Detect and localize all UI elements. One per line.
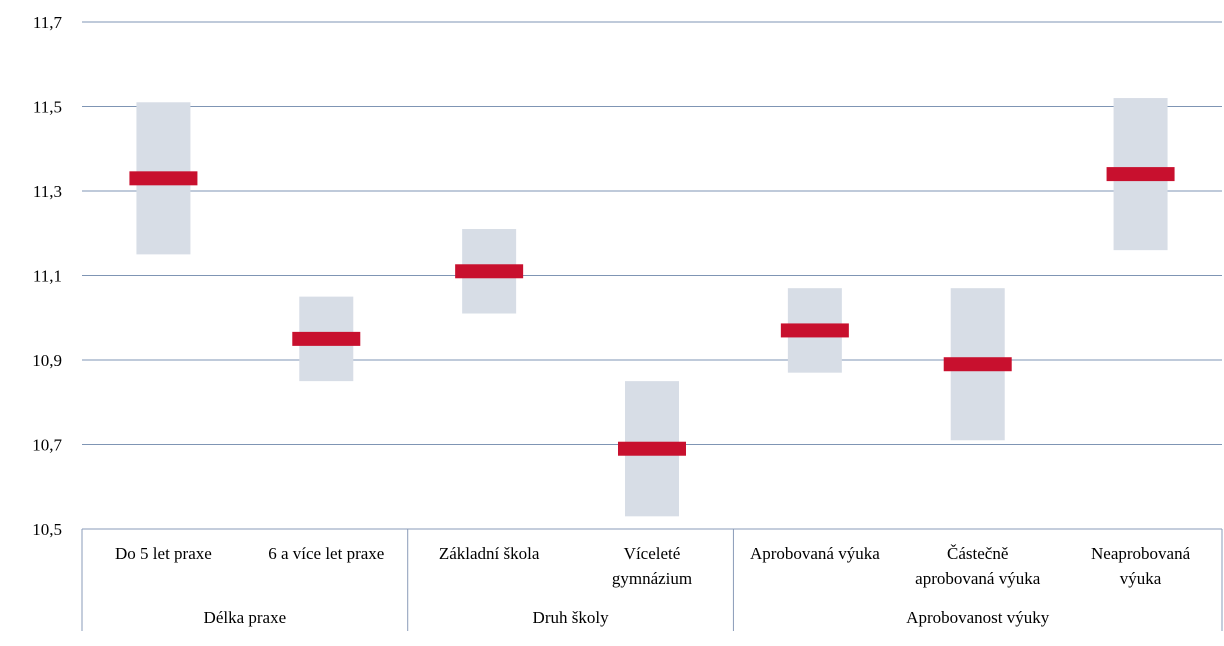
category-label: 6 a více let praxe: [268, 544, 384, 563]
mean-marker: [292, 331, 361, 346]
category-axis: Délka praxe Druh školy Aprobovanost výuky D…: [81, 528, 1223, 631]
y-tick-label: 11,1: [33, 267, 62, 286]
category-label: Základní škola: [439, 544, 540, 563]
y-axis-ticks: 10,5 10,7 10,9 11,1 11,3 11,5 11,7: [32, 13, 62, 539]
mean-marker: [1106, 167, 1175, 182]
category-label: výuka: [1120, 569, 1162, 588]
group-label: Aprobovanost výuky: [906, 608, 1050, 627]
group-label: Délka praxe: [204, 608, 287, 627]
mean-marker: [129, 171, 198, 186]
mean-markers: [129, 167, 1175, 456]
gridlines: [82, 21, 1222, 445]
mean-marker: [618, 441, 686, 456]
category-label: Víceleté: [624, 544, 681, 563]
y-tick-label: 10,5: [32, 520, 62, 539]
category-label: Neaprobovaná: [1091, 544, 1191, 563]
mean-marker: [943, 357, 1012, 372]
category-label: aprobovaná výuka: [915, 569, 1041, 588]
y-tick-label: 11,7: [33, 13, 63, 32]
y-tick-label: 11,3: [33, 182, 62, 201]
category-label: gymnázium: [612, 569, 692, 588]
category-label: Aprobovaná výuka: [750, 544, 880, 563]
mean-marker: [780, 323, 849, 338]
category-label: Částečně: [947, 544, 1008, 563]
y-tick-label: 10,7: [32, 436, 62, 455]
y-tick-label: 11,5: [33, 98, 62, 117]
group-label: Druh školy: [533, 608, 610, 627]
category-label: Do 5 let praxe: [115, 544, 212, 563]
y-tick-label: 10,9: [32, 351, 62, 370]
mean-marker: [455, 264, 524, 279]
